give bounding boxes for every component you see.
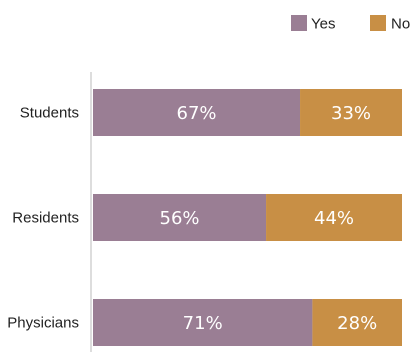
bar-segment-no-students [300,89,402,136]
bar-segment-yes-students [93,89,301,136]
data-label-no-students: 33% [331,103,371,124]
data-label-yes-residents: 56% [160,208,200,229]
bar-segment-no-residents [266,194,402,241]
data-label-no-physicians: 28% [337,313,377,334]
legend-swatch-yes [291,15,307,31]
data-label-yes-students: 67% [177,103,217,124]
legend-swatch-no [370,15,386,31]
data-label-yes-physicians: 71% [183,313,223,334]
category-label-residents: Residents [12,210,79,227]
legend: Yes No [291,15,410,33]
bar-segment-yes-residents [93,194,267,241]
legend-label-no: No [391,16,410,33]
category-label-students: Students [20,105,79,122]
category-label-physicians: Physicians [7,315,79,332]
plot-area: Students 67% 33% Residents 56% 44% Physicians 7… [7,89,402,346]
legend-label-yes: Yes [311,16,335,33]
bar-segment-yes-physicians [93,299,313,346]
data-label-no-residents: 44% [314,208,354,229]
bar-segment-no-physicians [312,299,402,346]
